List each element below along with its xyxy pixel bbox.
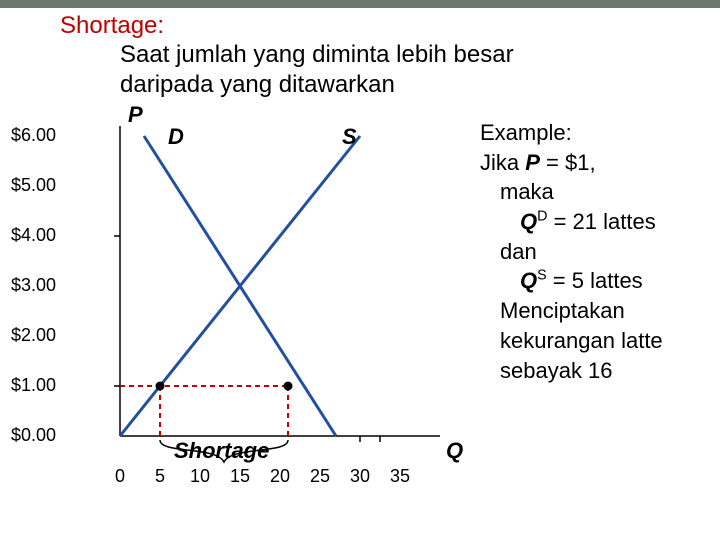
y-tick-label: $4.00: [0, 225, 56, 246]
x-tick-label: 10: [190, 466, 210, 487]
supply-label: S: [342, 124, 357, 150]
x-tick-label: 35: [390, 466, 410, 487]
example-line-1: Jika P = $1,: [480, 148, 663, 178]
y-tick-label: $2.00: [0, 325, 56, 346]
x-tick-label: 5: [155, 466, 165, 487]
chart-area: P D S Shortage Q $6.00$5.00$4.00$3.00$2.…: [60, 106, 460, 486]
y-tick-label: $3.00: [0, 275, 56, 296]
subtitle-line-2: daripada yang ditawarkan: [120, 70, 700, 100]
example-line-7: kekurangan latte: [500, 326, 663, 356]
example-text: Example: Jika P = $1, maka QD = 21 latte…: [480, 118, 663, 486]
example-line-6: Menciptakan: [500, 296, 663, 326]
x-tick-label: 25: [310, 466, 330, 487]
example-line-4: dan: [500, 237, 663, 267]
example-line-3: QD = 21 lattes: [520, 207, 663, 237]
x-tick-label: 30: [350, 466, 370, 487]
top-bar: [0, 0, 720, 8]
x-tick-label: 0: [115, 466, 125, 487]
y-tick-label: $5.00: [0, 175, 56, 196]
example-heading: Example:: [480, 118, 663, 148]
y-tick-label: $1.00: [0, 375, 56, 396]
example-line-2: maka: [500, 177, 663, 207]
slide-content: Shortage: Saat jumlah yang diminta lebih…: [0, 8, 720, 486]
subtitle-line-1: Saat jumlah yang diminta lebih besar: [120, 40, 700, 70]
chart-svg: [60, 106, 460, 486]
axis-label-q: Q: [446, 438, 463, 464]
example-line-5: QS = 5 lattes: [520, 266, 663, 296]
example-line-8: sebayak 16: [500, 356, 663, 386]
title: Shortage:: [60, 12, 700, 40]
y-tick-label: $6.00: [0, 125, 56, 146]
main-row: P D S Shortage Q $6.00$5.00$4.00$3.00$2.…: [60, 106, 700, 486]
x-tick-label: 20: [270, 466, 290, 487]
x-tick-label: 15: [230, 466, 250, 487]
shortage-label: Shortage: [174, 438, 269, 464]
demand-label: D: [168, 124, 184, 150]
y-tick-label: $0.00: [0, 425, 56, 446]
